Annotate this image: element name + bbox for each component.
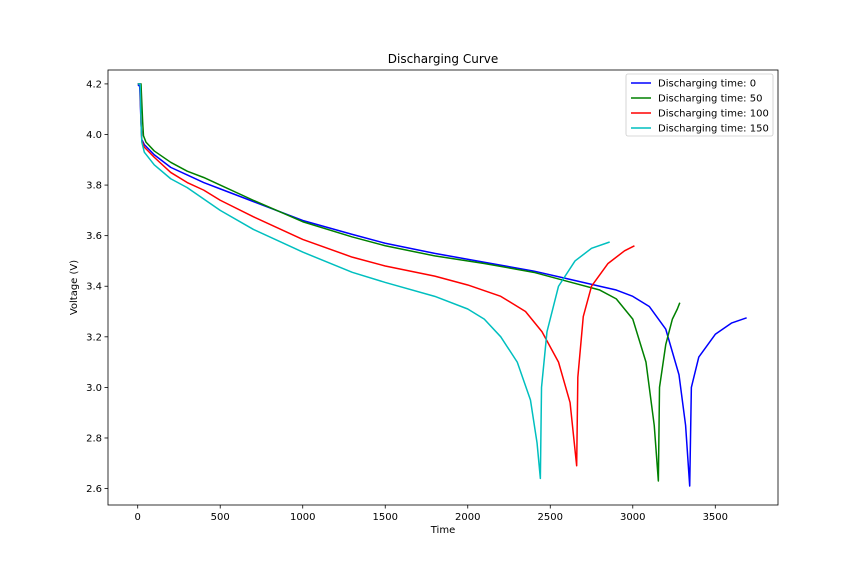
legend: Discharging time: 0 Discharging time: 50 D…: [625, 73, 774, 137]
x-tick-label: 3000: [620, 512, 645, 523]
legend-box: [625, 73, 774, 137]
legend-label-0: Discharging time: 0: [658, 79, 756, 90]
y-tick-label: 2.6: [86, 484, 102, 495]
series-line-3: [137, 83, 610, 480]
x-tick-label: 2500: [538, 512, 563, 523]
series-line-0: [137, 84, 747, 487]
x-tick-label: 3500: [703, 512, 728, 523]
y-tick-label: 3.0: [86, 383, 102, 394]
y-tick-label: 3.2: [86, 332, 102, 343]
chart-title: Discharging Curve: [388, 52, 499, 66]
x-tick-label: 2000: [455, 512, 480, 523]
y-axis-label: Voltage (V): [69, 260, 80, 315]
y-tick-label: 3.4: [86, 282, 102, 293]
series-line-2: [137, 83, 635, 467]
x-tick-label: 0: [135, 512, 141, 523]
series-layer: [137, 83, 747, 487]
y-tick-label: 4.2: [86, 79, 102, 90]
x-tick-label: 1500: [373, 512, 398, 523]
legend-label-1: Discharging time: 50: [658, 94, 762, 105]
series-line-1: [137, 83, 681, 482]
x-tick-label: 1000: [290, 512, 315, 523]
plot-frame: [107, 69, 779, 506]
y-tick-label: 3.6: [86, 231, 102, 242]
y-tick-label: 4.0: [86, 130, 102, 141]
x-tick-label: 500: [211, 512, 230, 523]
y-tick-label: 3.8: [86, 181, 102, 192]
ticks-layer: 0 500 1000 1500 2000 2500 3000 3500 2.6 2.8 3.0 3.2…: [86, 79, 728, 523]
legend-label-3: Discharging time: 150: [658, 124, 769, 135]
legend-label-2: Discharging time: 100: [658, 109, 769, 120]
x-axis-label: Time: [430, 525, 455, 536]
y-tick-label: 2.8: [86, 433, 102, 444]
